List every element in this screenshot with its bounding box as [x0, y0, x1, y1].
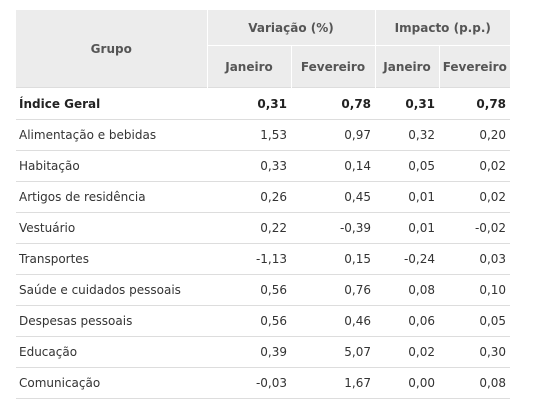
impact-jan-cell: 0,08: [375, 274, 440, 306]
impact-jan-cell: 0,05: [375, 150, 440, 182]
impact-feb-cell: 0,10: [439, 274, 511, 306]
impact-jan-header: Janeiro: [375, 45, 440, 88]
ipca-table: Grupo Variação (%) Impacto (p.p.) Janeir…: [16, 10, 511, 399]
table-body: Índice Geral 0,31 0,78 0,31 0,78 Alimentação …: [16, 87, 511, 399]
variation-jan-cell: 0,26: [207, 181, 291, 213]
table-row: Despesas pessoais 0,56 0,46 0,06 0,05: [16, 305, 511, 337]
impact-feb-cell: 0,08: [439, 367, 511, 399]
group-name-cell: Comunicação: [16, 367, 207, 399]
impact-feb-cell: 0,05: [439, 305, 511, 337]
group-name-cell: Despesas pessoais: [16, 305, 207, 337]
impact-jan-cell: 0,31: [375, 87, 440, 120]
variation-jan-header: Janeiro: [207, 45, 292, 88]
variation-jan-cell: 0,56: [207, 274, 291, 306]
impact-header: Impacto (p.p.): [375, 10, 511, 46]
impact-jan-cell: 0,00: [375, 367, 440, 399]
variation-feb-cell: 1,67: [291, 367, 376, 399]
group-column-header: Grupo: [16, 10, 208, 88]
variation-feb-cell: 0,14: [291, 150, 376, 182]
table-row: Vestuário 0,22 -0,39 0,01 -0,02: [16, 212, 511, 244]
variation-jan-cell: -1,13: [207, 243, 291, 275]
table-row: Artigos de residência 0,26 0,45 0,01 0,02: [16, 181, 511, 213]
table-row: Transportes -1,13 0,15 -0,24 0,03: [16, 243, 511, 275]
impact-jan-cell: -0,24: [375, 243, 440, 275]
variation-feb-cell: 0,97: [291, 119, 376, 151]
group-name-cell: Educação: [16, 336, 207, 368]
impact-feb-cell: 0,02: [439, 150, 511, 182]
impact-feb-cell: 0,02: [439, 181, 511, 213]
impact-jan-cell: 0,01: [375, 181, 440, 213]
table-row-total: Índice Geral 0,31 0,78 0,31 0,78: [16, 87, 511, 120]
group-name-cell: Transportes: [16, 243, 207, 275]
table-row: Saúde e cuidados pessoais 0,56 0,76 0,08 0,1…: [16, 274, 511, 306]
variation-feb-cell: 0,76: [291, 274, 376, 306]
group-name-cell: Alimentação e bebidas: [16, 119, 207, 151]
table-row: Educação 0,39 5,07 0,02 0,30: [16, 336, 511, 368]
table-row: Habitação 0,33 0,14 0,05 0,02: [16, 150, 511, 182]
variation-feb-cell: 0,46: [291, 305, 376, 337]
variation-feb-header: Fevereiro: [291, 45, 376, 88]
variation-feb-cell: 5,07: [291, 336, 376, 368]
variation-jan-cell: 0,56: [207, 305, 291, 337]
table-header: Grupo Variação (%) Impacto (p.p.) Janeir…: [16, 10, 511, 88]
impact-jan-cell: 0,06: [375, 305, 440, 337]
variation-feb-cell: 0,15: [291, 243, 376, 275]
table-row: Comunicação -0,03 1,67 0,00 0,08: [16, 367, 511, 399]
variation-jan-cell: -0,03: [207, 367, 291, 399]
group-name-cell: Vestuário: [16, 212, 207, 244]
table-row: Alimentação e bebidas 1,53 0,97 0,32 0,20: [16, 119, 511, 151]
impact-feb-cell: 0,78: [439, 87, 511, 120]
impact-feb-header: Fevereiro: [439, 45, 511, 88]
impact-feb-cell: 0,03: [439, 243, 511, 275]
ipca-table-container: Grupo Variação (%) Impacto (p.p.) Janeir…: [16, 10, 511, 399]
impact-feb-cell: 0,20: [439, 119, 511, 151]
variation-jan-cell: 1,53: [207, 119, 291, 151]
variation-jan-cell: 0,39: [207, 336, 291, 368]
group-name-cell: Índice Geral: [16, 87, 207, 120]
impact-feb-cell: 0,30: [439, 336, 511, 368]
variation-feb-cell: 0,78: [291, 87, 376, 120]
variation-feb-cell: -0,39: [291, 212, 376, 244]
impact-jan-cell: 0,32: [375, 119, 440, 151]
variation-jan-cell: 0,33: [207, 150, 291, 182]
group-name-cell: Habitação: [16, 150, 207, 182]
variation-feb-cell: 0,45: [291, 181, 376, 213]
impact-jan-cell: 0,01: [375, 212, 440, 244]
variation-jan-cell: 0,22: [207, 212, 291, 244]
group-name-cell: Saúde e cuidados pessoais: [16, 274, 207, 306]
impact-jan-cell: 0,02: [375, 336, 440, 368]
variation-header: Variação (%): [207, 10, 376, 46]
variation-jan-cell: 0,31: [207, 87, 291, 120]
impact-feb-cell: -0,02: [439, 212, 511, 244]
group-name-cell: Artigos de residência: [16, 181, 207, 213]
